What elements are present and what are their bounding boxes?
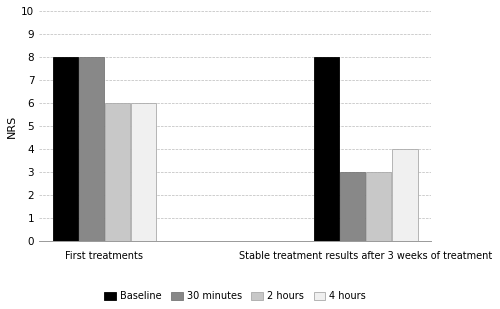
Bar xyxy=(314,57,339,241)
Bar xyxy=(131,103,156,241)
Bar xyxy=(366,172,392,241)
Y-axis label: NRS: NRS xyxy=(7,114,17,138)
Legend: Baseline, 30 minutes, 2 hours, 4 hours: Baseline, 30 minutes, 2 hours, 4 hours xyxy=(100,287,370,305)
Bar xyxy=(78,57,104,241)
Bar xyxy=(105,103,130,241)
Bar xyxy=(52,57,78,241)
Bar xyxy=(340,172,365,241)
Bar xyxy=(392,149,417,241)
